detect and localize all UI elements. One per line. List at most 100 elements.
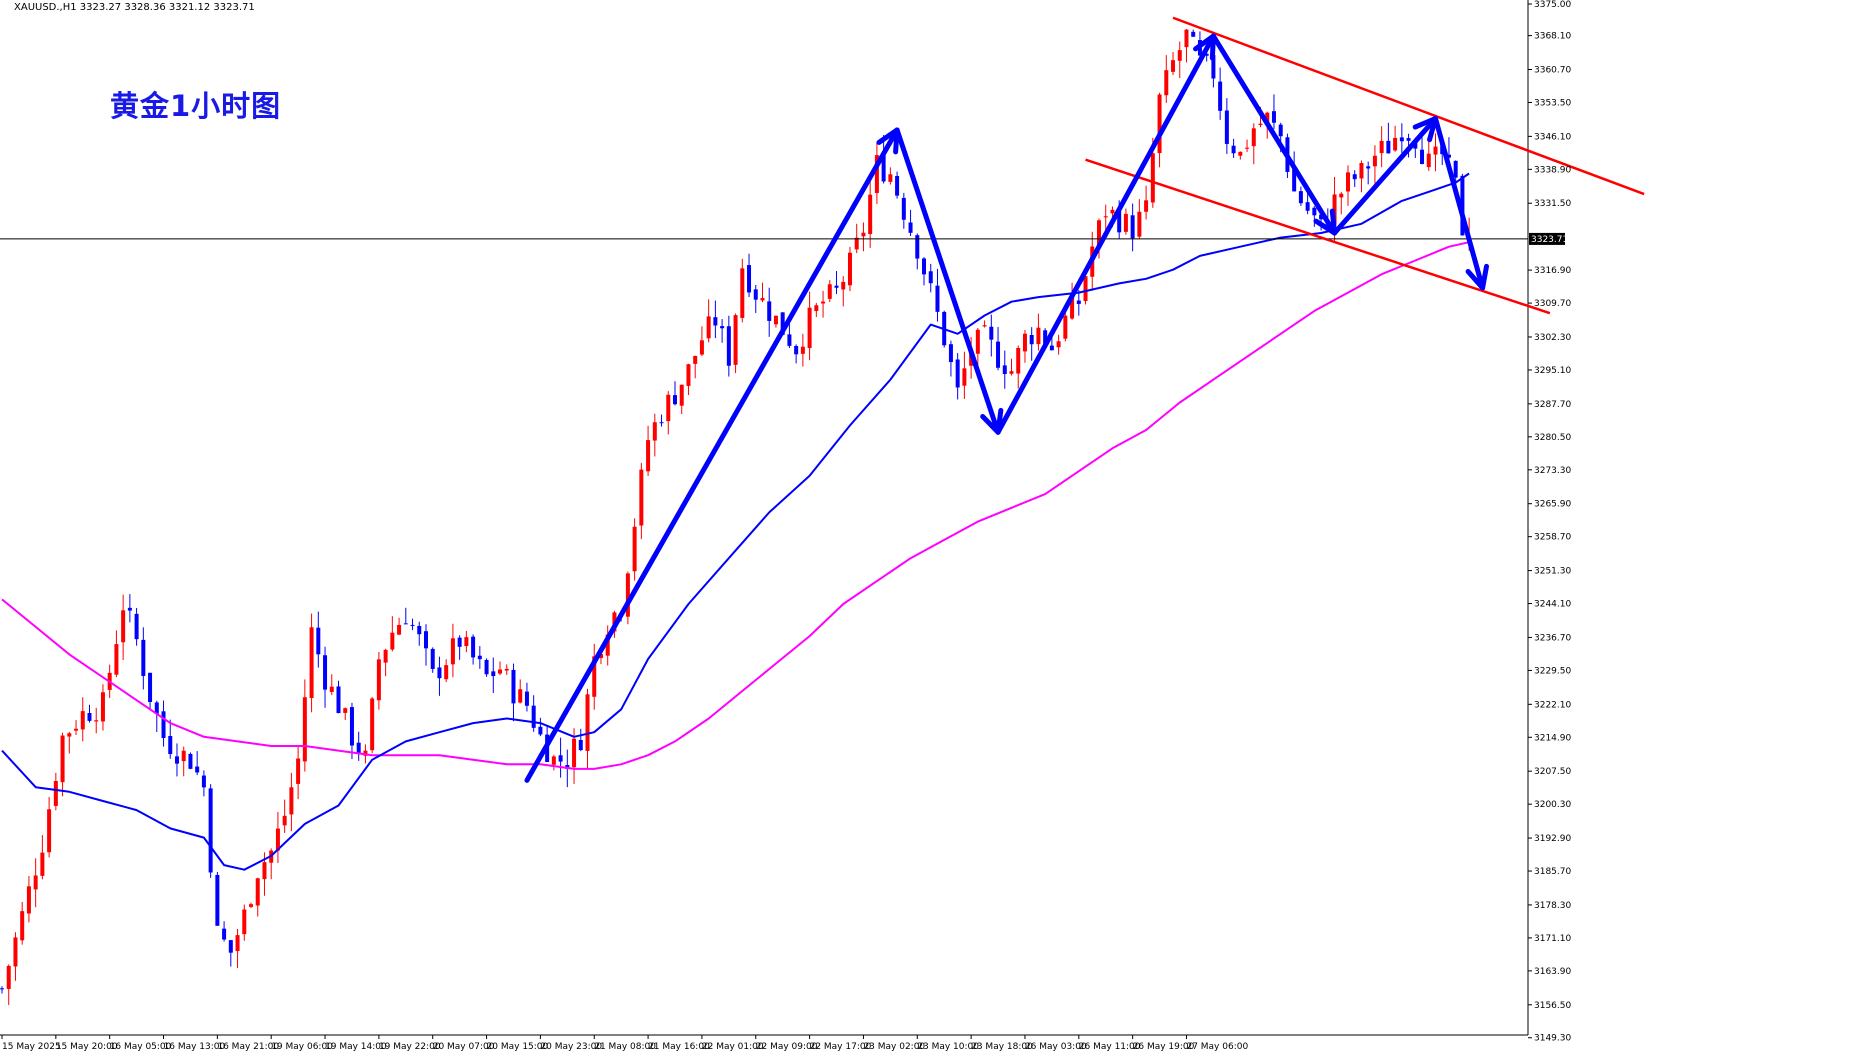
candle-body	[484, 659, 489, 675]
candle-body	[161, 711, 166, 739]
candle-body	[794, 346, 799, 355]
candle-body	[174, 756, 179, 764]
candle-body	[1359, 162, 1364, 179]
candle-body	[121, 610, 126, 643]
y-tick-label: 3178.30	[1534, 901, 1571, 911]
x-tick-label: 20 May 07:00	[433, 1042, 495, 1052]
candle-body	[94, 720, 99, 722]
trend-arrow-shaft	[894, 127, 1001, 435]
y-tick-label: 3265.90	[1534, 500, 1571, 510]
candle-body	[1292, 169, 1297, 192]
candle-body	[874, 155, 879, 193]
candle-body	[720, 326, 725, 329]
candle-body	[1426, 153, 1431, 168]
candle-body	[1076, 300, 1081, 304]
candle-body	[498, 669, 503, 674]
candle-body	[141, 639, 146, 676]
y-tick-label: 3214.90	[1534, 733, 1571, 743]
candle-body	[1171, 60, 1176, 72]
candle-body	[1016, 347, 1021, 374]
trend-arrow-shaft	[524, 127, 900, 783]
x-tick-label: 23 May 02:00	[863, 1042, 925, 1052]
y-tick-label: 3375.00	[1534, 0, 1571, 10]
candle-body	[1278, 124, 1283, 137]
candle-body	[1305, 202, 1310, 211]
axis-labels-layer: 3375.00 3368.10 3360.70 3353.50 3346.10 3338.…	[1, 0, 1571, 1052]
candle-body	[370, 698, 375, 751]
x-tick-label: 21 May 16:00	[648, 1042, 710, 1052]
candle-body	[1258, 123, 1263, 126]
candle-body	[235, 935, 240, 952]
candle-body	[74, 728, 79, 731]
candle-body	[390, 632, 395, 650]
candle-body	[531, 705, 536, 728]
candle-body	[1399, 137, 1404, 142]
x-tick-label: 27 May 06:00	[1186, 1042, 1248, 1052]
candle-body	[955, 359, 960, 388]
candle-body	[908, 222, 913, 233]
candle-body	[1379, 140, 1384, 154]
candle-body	[996, 341, 1001, 368]
candle-body	[1245, 147, 1250, 149]
candle-body	[578, 740, 583, 751]
candle-body	[518, 689, 523, 703]
y-tick-label: 3192.90	[1534, 834, 1571, 844]
y-tick-label: 3222.10	[1534, 700, 1571, 710]
candle-body	[168, 736, 173, 755]
candle-body	[1211, 54, 1216, 79]
y-tick-label: 3273.30	[1534, 466, 1571, 476]
x-tick-label: 16 May 21:00	[217, 1042, 279, 1052]
candle-body	[625, 573, 630, 617]
candle-body	[1224, 110, 1229, 144]
candle-body	[302, 697, 307, 762]
candle-body	[309, 627, 314, 698]
candle-body	[834, 285, 839, 288]
y-tick-label: 3258.70	[1534, 533, 1571, 543]
candle-body	[53, 781, 58, 806]
x-tick-label: 19 May 14:00	[325, 1042, 387, 1052]
candles-layer	[0, 29, 1472, 1006]
candle-body	[410, 624, 415, 626]
y-tick-label: 3163.90	[1534, 967, 1571, 977]
x-tick-label: 26 May 03:00	[1025, 1042, 1087, 1052]
candle-body	[249, 904, 254, 907]
candle-body	[821, 301, 826, 304]
candle-body	[888, 174, 893, 182]
x-tick-label: 22 May 09:00	[756, 1042, 818, 1052]
candle-body	[807, 307, 812, 349]
y-tick-label: 3302.30	[1534, 333, 1571, 343]
candle-body	[1420, 149, 1425, 164]
candle-body	[471, 636, 476, 658]
candle-body	[343, 708, 348, 713]
x-tick-label: 16 May 13:00	[164, 1042, 226, 1052]
candle-body	[511, 669, 516, 704]
candle-body	[1319, 214, 1324, 220]
ma-slow-line	[1, 241, 1470, 770]
candle-body	[1036, 327, 1041, 345]
candle-body	[0, 988, 4, 990]
candle-body	[1372, 155, 1377, 167]
candle-body	[114, 644, 119, 675]
candle-body	[1063, 315, 1068, 339]
trend-arrow-shaft	[1332, 116, 1438, 236]
y-tick-label: 3251.30	[1534, 567, 1571, 577]
candle-body	[208, 788, 213, 873]
candle-body	[1446, 154, 1451, 158]
x-tick-label: 21 May 08:00	[594, 1042, 656, 1052]
candle-body	[935, 285, 940, 312]
candle-body	[780, 312, 785, 335]
y-tick-label: 3149.30	[1534, 1034, 1571, 1044]
candle-body	[464, 637, 469, 647]
candle-body	[699, 340, 704, 355]
y-tick-label: 3200.30	[1534, 800, 1571, 810]
candle-body	[1029, 335, 1034, 345]
x-tick-label: 23 May 10:00	[917, 1042, 979, 1052]
candle-body	[134, 613, 139, 640]
x-tick-label: 23 May 18:00	[971, 1042, 1033, 1052]
x-tick-label: 20 May 15:00	[487, 1042, 549, 1052]
candle-body	[1157, 94, 1162, 154]
y-tick-label: 3244.10	[1534, 600, 1571, 610]
candle-body	[605, 634, 610, 656]
current-price-tag	[1529, 232, 1565, 245]
